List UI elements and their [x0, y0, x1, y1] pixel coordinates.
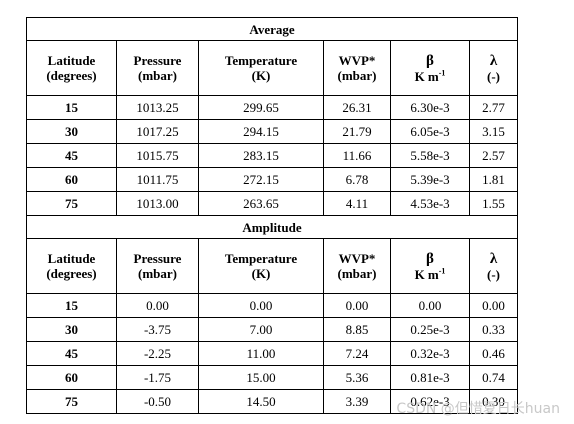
cell-wvp: 3.39	[323, 389, 391, 414]
cell-beta: 5.58e-3	[390, 143, 470, 168]
header-temperature: Temperature (K)	[198, 40, 324, 96]
cell-pressure: -2.25	[116, 341, 199, 366]
cell-wvp: 7.24	[323, 341, 391, 366]
cell-lambda: 1.55	[468, 191, 519, 216]
table-row: 15 1013.25 299.65 26.31 6.30e-3 2.77	[26, 95, 519, 120]
cell-lat: 75	[26, 389, 117, 414]
table-row: 45 1015.75 283.15 11.66 5.58e-3 2.57	[26, 143, 519, 168]
cell-lat: 15	[26, 95, 117, 120]
cell-beta: 5.39e-3	[390, 167, 470, 192]
cell-wvp: 6.78	[323, 167, 391, 192]
table-row: 30 -3.75 7.00 8.85 0.25e-3 0.33	[26, 317, 519, 342]
cell-pressure: 0.00	[116, 293, 199, 318]
cell-lat: 60	[26, 365, 117, 390]
section-title-amplitude: Amplitude	[25, 215, 519, 239]
cell-lambda: 2.77	[468, 95, 519, 120]
cell-beta: 4.53e-3	[390, 191, 470, 216]
table-row: 60 1011.75 272.15 6.78 5.39e-3 1.81	[26, 167, 519, 192]
cell-temperature: 263.65	[198, 191, 324, 216]
header-lambda: λ (-)	[468, 40, 519, 96]
cell-beta: 0.32e-3	[390, 341, 470, 366]
cell-wvp: 11.66	[323, 143, 391, 168]
cell-lat: 45	[26, 341, 117, 366]
cell-lat: 30	[26, 119, 117, 144]
cell-lat: 30	[26, 317, 117, 342]
cell-temperature: 14.50	[198, 389, 324, 414]
cell-lambda: 1.81	[468, 167, 519, 192]
cell-temperature: 15.00	[198, 365, 324, 390]
header-pressure: Pressure (mbar)	[116, 40, 199, 96]
cell-pressure: -3.75	[116, 317, 199, 342]
table-row: 45 -2.25 11.00 7.24 0.32e-3 0.46	[26, 341, 519, 366]
table-row: 15 0.00 0.00 0.00 0.00 0.00	[26, 293, 519, 318]
header-pressure: Pressure (mbar)	[116, 238, 199, 294]
cell-pressure: 1011.75	[116, 167, 199, 192]
section-title-average: Average	[25, 17, 519, 41]
header-wvp: WVP* (mbar)	[323, 238, 391, 294]
cell-lambda: 0.74	[468, 365, 519, 390]
cell-lat: 45	[26, 143, 117, 168]
header-wvp: WVP* (mbar)	[323, 40, 391, 96]
cell-temperature: 11.00	[198, 341, 324, 366]
cell-wvp: 4.11	[323, 191, 391, 216]
cell-wvp: 8.85	[323, 317, 391, 342]
cell-temperature: 294.15	[198, 119, 324, 144]
cell-temperature: 299.65	[198, 95, 324, 120]
cell-lambda: 0.30	[468, 389, 519, 414]
cell-temperature: 272.15	[198, 167, 324, 192]
cell-temperature: 7.00	[198, 317, 324, 342]
cell-lat: 15	[26, 293, 117, 318]
cell-lambda: 0.00	[468, 293, 519, 318]
cell-lat: 75	[26, 191, 117, 216]
cell-wvp: 0.00	[323, 293, 391, 318]
cell-wvp: 5.36	[323, 365, 391, 390]
cell-pressure: 1013.00	[116, 191, 199, 216]
cell-wvp: 21.79	[323, 119, 391, 144]
cell-lambda: 3.15	[468, 119, 519, 144]
cell-wvp: 26.31	[323, 95, 391, 120]
cell-lambda: 0.46	[468, 341, 519, 366]
cell-beta: 0.81e-3	[390, 365, 470, 390]
cell-beta: 6.05e-3	[390, 119, 470, 144]
cell-beta: 0.00	[390, 293, 470, 318]
cell-lambda: 2.57	[468, 143, 519, 168]
table-row: 30 1017.25 294.15 21.79 6.05e-3 3.15	[26, 119, 519, 144]
cell-beta: 6.30e-3	[390, 95, 470, 120]
cell-temperature: 0.00	[198, 293, 324, 318]
cell-pressure: 1017.25	[116, 119, 199, 144]
cell-pressure: 1015.75	[116, 143, 199, 168]
atmosphere-table: Average Latitude (degrees) Pressure (mbar) T…	[25, 17, 519, 414]
table-row: 60 -1.75 15.00 5.36 0.81e-3 0.74	[26, 365, 519, 390]
table-row: 75 -0.50 14.50 3.39 0.62e-3 0.30	[26, 389, 519, 414]
cell-pressure: -1.75	[116, 365, 199, 390]
cell-lambda: 0.33	[468, 317, 519, 342]
header-lambda: λ (-)	[468, 238, 519, 294]
cell-lat: 60	[26, 167, 117, 192]
watermark: CSDN @但惜夏日长huan	[396, 401, 560, 417]
cell-pressure: 1013.25	[116, 95, 199, 120]
cell-beta: 0.25e-3	[390, 317, 470, 342]
header-temperature: Temperature (K)	[198, 238, 324, 294]
cell-temperature: 283.15	[198, 143, 324, 168]
header-latitude: Latitude (degrees)	[26, 40, 117, 96]
header-latitude: Latitude (degrees)	[26, 238, 117, 294]
cell-pressure: -0.50	[116, 389, 199, 414]
table-row: 75 1013.00 263.65 4.11 4.53e-3 1.55	[26, 191, 519, 216]
